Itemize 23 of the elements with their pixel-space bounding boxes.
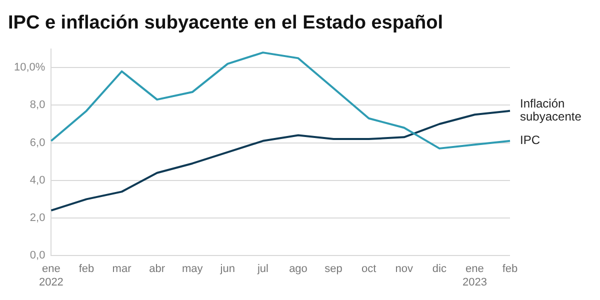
y-tick-label: 2,0 xyxy=(30,212,46,224)
x-tick-label: ene 2022 xyxy=(38,263,64,288)
y-tick-label: 0,0 xyxy=(30,250,46,262)
x-tick-label: abr xyxy=(149,263,166,276)
x-tick-label: oct xyxy=(361,263,376,276)
x-tick-label: may xyxy=(182,263,204,276)
x-tick-label: ago xyxy=(289,263,308,276)
x-tick-label: feb xyxy=(78,263,94,276)
y-tick-label: 6,0 xyxy=(30,136,46,149)
y-tick-label: 8,0 xyxy=(30,99,46,112)
series-label: Inflación subyacente xyxy=(520,96,582,124)
chart-title: IPC e inflación subyacente en el Estado español xyxy=(8,12,444,34)
x-tick-label: jun xyxy=(219,263,235,276)
x-tick-label: mar xyxy=(112,263,132,276)
x-tick-label: sep xyxy=(324,263,342,276)
x-tick-label: jul xyxy=(256,263,268,276)
x-tick-label: dic xyxy=(432,263,447,276)
x-tick-label: ene 2023 xyxy=(462,263,487,288)
y-tick-label: 4,0 xyxy=(30,174,46,186)
x-tick-label: nov xyxy=(395,263,414,276)
series-label: IPC xyxy=(520,133,540,148)
y-tick-label: 10,0% xyxy=(14,62,46,74)
x-tick-label: feb xyxy=(502,263,518,276)
